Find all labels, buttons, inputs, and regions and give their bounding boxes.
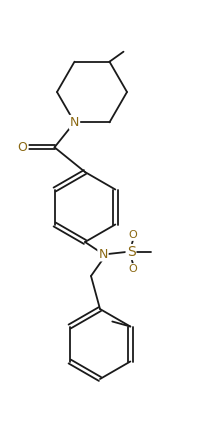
Text: N: N — [98, 247, 108, 260]
Text: S: S — [127, 245, 135, 259]
Text: O: O — [129, 230, 137, 240]
Text: O: O — [129, 264, 137, 274]
Text: N: N — [70, 116, 79, 129]
Text: O: O — [18, 141, 27, 154]
